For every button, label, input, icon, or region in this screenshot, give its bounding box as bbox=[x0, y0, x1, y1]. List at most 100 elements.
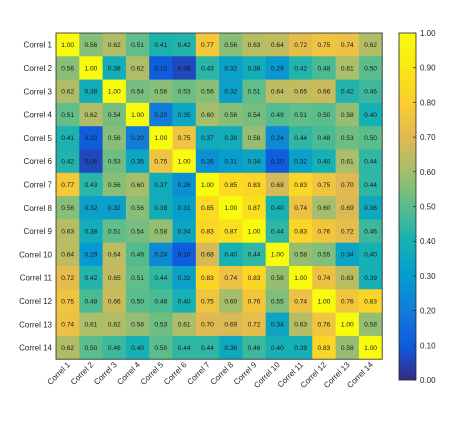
heatmap-cell-label: 0.44 bbox=[178, 345, 191, 352]
heatmap-cell bbox=[102, 289, 127, 313]
heatmap-cell-label: 0.40 bbox=[318, 158, 331, 165]
heatmap-cell-label: 0.61 bbox=[178, 322, 191, 329]
y-tick-label: Correl 11 bbox=[20, 274, 53, 283]
heatmap-cell-label: 0.26 bbox=[178, 182, 191, 189]
heatmap-cell-label: 0.64 bbox=[271, 42, 284, 49]
heatmap-cell-label: 0.64 bbox=[271, 89, 284, 96]
heatmap-cell-label: 0.56 bbox=[61, 205, 74, 212]
heatmap-cell-label: 0.40 bbox=[224, 252, 237, 259]
heatmap-cell bbox=[242, 266, 267, 290]
heatmap-cell bbox=[265, 56, 290, 80]
heatmap-cell bbox=[219, 56, 243, 80]
heatmap-cell bbox=[79, 172, 103, 197]
heatmap-cell-label: 0.83 bbox=[248, 182, 261, 189]
heatmap-cell bbox=[56, 242, 80, 267]
heatmap-cell bbox=[335, 266, 360, 290]
heatmap-cell-label: 0.72 bbox=[294, 42, 307, 49]
heatmap-cell bbox=[149, 312, 173, 337]
heatmap-cell-label: 0.40 bbox=[364, 112, 377, 119]
heatmap-cell-label: 0.56 bbox=[224, 42, 237, 49]
heatmap-cell bbox=[219, 266, 243, 290]
x-tick-label: Correl 5 bbox=[139, 360, 166, 387]
y-tick-label: Correl 4 bbox=[24, 111, 53, 120]
x-tick-label: Correl 7 bbox=[185, 360, 212, 387]
heatmap-cell-label: 0.10 bbox=[154, 65, 167, 72]
heatmap-cell bbox=[289, 102, 313, 127]
heatmap-cell-label: 0.61 bbox=[341, 158, 354, 165]
heatmap-cell-label: 0.38 bbox=[154, 205, 167, 212]
heatmap-cell-label: 0.10 bbox=[178, 252, 191, 259]
heatmap-cell bbox=[195, 79, 220, 104]
colorbar-tick-label: 0.40 bbox=[420, 237, 436, 246]
heatmap-cell-label: 0.44 bbox=[364, 182, 377, 189]
heatmap-cell bbox=[149, 102, 173, 127]
heatmap-cell bbox=[149, 242, 173, 267]
heatmap-cell bbox=[358, 79, 383, 104]
colorbar-tick-label: 0.20 bbox=[420, 307, 436, 316]
heatmap-cell bbox=[289, 335, 313, 360]
heatmap-cell-label: 0.62 bbox=[364, 42, 377, 49]
heatmap-cell bbox=[335, 335, 360, 360]
heatmap-cell-label: 0.50 bbox=[154, 345, 167, 352]
heatmap-cell-label: 0.55 bbox=[271, 298, 284, 305]
heatmap-cell bbox=[312, 33, 336, 57]
heatmap-cell bbox=[219, 102, 243, 127]
heatmap-cell bbox=[219, 335, 243, 360]
heatmap-cell-label: 1.00 bbox=[294, 275, 307, 282]
colorbar-tick-label: 0.00 bbox=[420, 376, 436, 385]
heatmap-cell-label: 1.00 bbox=[271, 252, 284, 259]
heatmap-cell-label: 0.36 bbox=[364, 205, 377, 212]
heatmap-cell-label: 1.00 bbox=[224, 205, 237, 212]
heatmap-cell bbox=[149, 289, 173, 313]
heatmap-cell-label: 0.60 bbox=[318, 205, 331, 212]
heatmap-cell bbox=[79, 335, 103, 360]
heatmap-cell-label: 0.38 bbox=[108, 65, 121, 72]
heatmap-cell bbox=[195, 242, 220, 267]
heatmap-cell-label: 1.00 bbox=[178, 158, 191, 165]
heatmap-cell-label: 0.41 bbox=[154, 42, 167, 49]
heatmap-cell bbox=[335, 289, 360, 313]
heatmap-cell bbox=[335, 102, 360, 127]
heatmap-cell-label: 0.69 bbox=[224, 322, 237, 329]
heatmap-cell bbox=[172, 149, 197, 174]
heatmap-cell-label: 0.39 bbox=[294, 345, 307, 352]
heatmap-cell bbox=[125, 196, 150, 220]
heatmap-cell bbox=[265, 149, 290, 174]
heatmap-cell-label: 0.32 bbox=[294, 158, 307, 165]
heatmap-cell bbox=[195, 126, 220, 150]
heatmap-cell bbox=[289, 242, 313, 267]
heatmap-cell bbox=[289, 266, 313, 290]
heatmap-cell bbox=[56, 219, 80, 244]
heatmap-cell-label: 0.60 bbox=[201, 112, 214, 119]
heatmap-cell-label: 0.38 bbox=[85, 89, 98, 96]
heatmap-cell bbox=[195, 266, 220, 290]
heatmap-cell-label: 0.76 bbox=[341, 298, 354, 305]
heatmap-cell bbox=[149, 266, 173, 290]
heatmap-cell-label: 0.56 bbox=[61, 65, 74, 72]
heatmap-cell bbox=[335, 312, 360, 337]
heatmap-cell-label: 0.62 bbox=[131, 65, 144, 72]
heatmap-cell bbox=[149, 149, 173, 174]
heatmap-cell bbox=[219, 196, 243, 220]
heatmap-cell-label: 0.58 bbox=[271, 275, 284, 282]
heatmap-cell-label: 0.37 bbox=[201, 135, 214, 142]
heatmap-cell-label: 0.56 bbox=[131, 205, 144, 212]
heatmap-cell bbox=[265, 196, 290, 220]
heatmap-cell bbox=[125, 266, 150, 290]
heatmap-cell bbox=[172, 172, 197, 197]
heatmap-cell-labels: 1.00 0.56 0.62 0.51 0.41 0.42 0.77 0.56 0.63 0.64… bbox=[61, 42, 377, 352]
heatmap-cell bbox=[56, 56, 80, 80]
heatmap-cell bbox=[265, 312, 290, 337]
heatmap-cell-label: 0.44 bbox=[271, 228, 284, 235]
heatmap-cell bbox=[56, 149, 80, 174]
heatmap-cell bbox=[149, 172, 173, 197]
heatmap-cell bbox=[335, 196, 360, 220]
heatmap-cell bbox=[125, 56, 150, 80]
heatmap-cell-label: 0.58 bbox=[131, 322, 144, 329]
heatmap-cell-label: 0.44 bbox=[201, 345, 214, 352]
heatmap-cell-label: 0.58 bbox=[154, 228, 167, 235]
heatmap-cell-label: 0.35 bbox=[131, 158, 144, 165]
heatmap-cell bbox=[219, 289, 243, 313]
heatmap-cell-label: 0.44 bbox=[248, 252, 261, 259]
